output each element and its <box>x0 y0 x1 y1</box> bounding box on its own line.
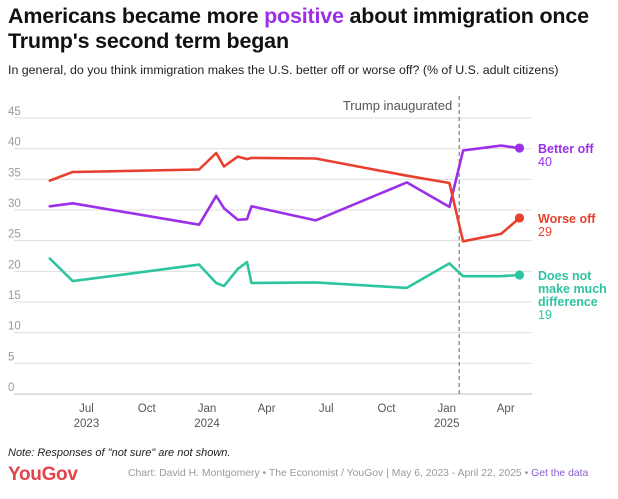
series-value-better: 40 <box>538 155 552 169</box>
series-line-worse <box>48 151 521 243</box>
chart-subtitle: In general, do you think immigration mak… <box>8 63 559 77</box>
y-tick-label: 35 <box>8 167 21 179</box>
x-tick-year-label: 2025 <box>434 418 460 430</box>
get-data-link[interactable]: Get the data <box>531 468 589 479</box>
x-tick-label: Jan <box>437 403 456 415</box>
y-tick-label: 30 <box>8 198 21 210</box>
x-tick-label: Jan <box>198 403 217 415</box>
credit-text: Chart: David H. Montgomery • The Economi… <box>128 468 529 479</box>
x-tick-label: Oct <box>138 403 157 415</box>
footer: YouGov Chart: David H. Montgomery • The … <box>0 462 618 499</box>
x-tick-label: Apr <box>258 403 276 415</box>
x-tick-year-label: 2024 <box>194 418 220 430</box>
y-tick-label: 25 <box>8 229 21 241</box>
y-tick-label: 10 <box>8 321 21 333</box>
series-value-worse: 29 <box>538 225 552 239</box>
y-tick-label: 15 <box>8 290 21 302</box>
series-line-neutral <box>48 257 521 290</box>
x-tick-label: Oct <box>378 403 397 415</box>
title-post: about immigration once Trump's second te… <box>8 4 589 53</box>
title-highlight: positive <box>264 4 344 28</box>
y-tick-label: 0 <box>8 382 14 394</box>
series-end-point-worse <box>514 213 525 223</box>
yougov-logo: YouGov <box>8 464 78 485</box>
chart-note: Note: Responses of "not sure" are not sh… <box>8 447 231 459</box>
series-label-neutral: Does not <box>538 269 592 283</box>
series-label-neutral: make much <box>538 282 607 296</box>
y-tick-label: 45 <box>8 106 21 118</box>
series-label-worse: Worse off <box>538 212 596 226</box>
series-label-neutral: difference <box>538 295 598 309</box>
x-tick-label: Apr <box>497 403 515 415</box>
y-tick-label: 40 <box>8 137 21 149</box>
y-tick-label: 5 <box>8 351 14 363</box>
chart-credit: Chart: David H. Montgomery • The Economi… <box>128 468 588 479</box>
x-tick-label: Jul <box>319 403 334 415</box>
series-line-better <box>48 144 521 226</box>
y-tick-label: 20 <box>8 259 21 271</box>
series-end-point-better <box>514 143 525 153</box>
inauguration-label: Trump inaugurated <box>343 98 452 113</box>
series-label-better: Better off <box>538 142 594 156</box>
x-tick-year-label: 2023 <box>74 418 100 430</box>
series-value-neutral: 19 <box>538 308 552 322</box>
series-end-point-neutral <box>514 270 525 280</box>
chart-title: Americans became more positive about imm… <box>8 4 612 54</box>
x-tick-label: Jul <box>79 403 94 415</box>
title-pre: Americans became more <box>8 4 265 28</box>
